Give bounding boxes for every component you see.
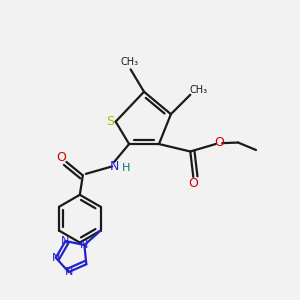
Text: CH₃: CH₃ — [190, 85, 208, 95]
Text: N: N — [80, 240, 88, 250]
Text: N: N — [52, 253, 60, 263]
Text: O: O — [214, 136, 224, 149]
Text: N: N — [110, 160, 119, 173]
Text: S: S — [106, 115, 114, 128]
Text: N: N — [61, 236, 70, 246]
Text: O: O — [56, 151, 66, 164]
Text: N: N — [64, 267, 73, 277]
Text: H: H — [122, 163, 130, 173]
Text: CH₃: CH₃ — [120, 57, 138, 67]
Text: O: O — [188, 177, 198, 190]
